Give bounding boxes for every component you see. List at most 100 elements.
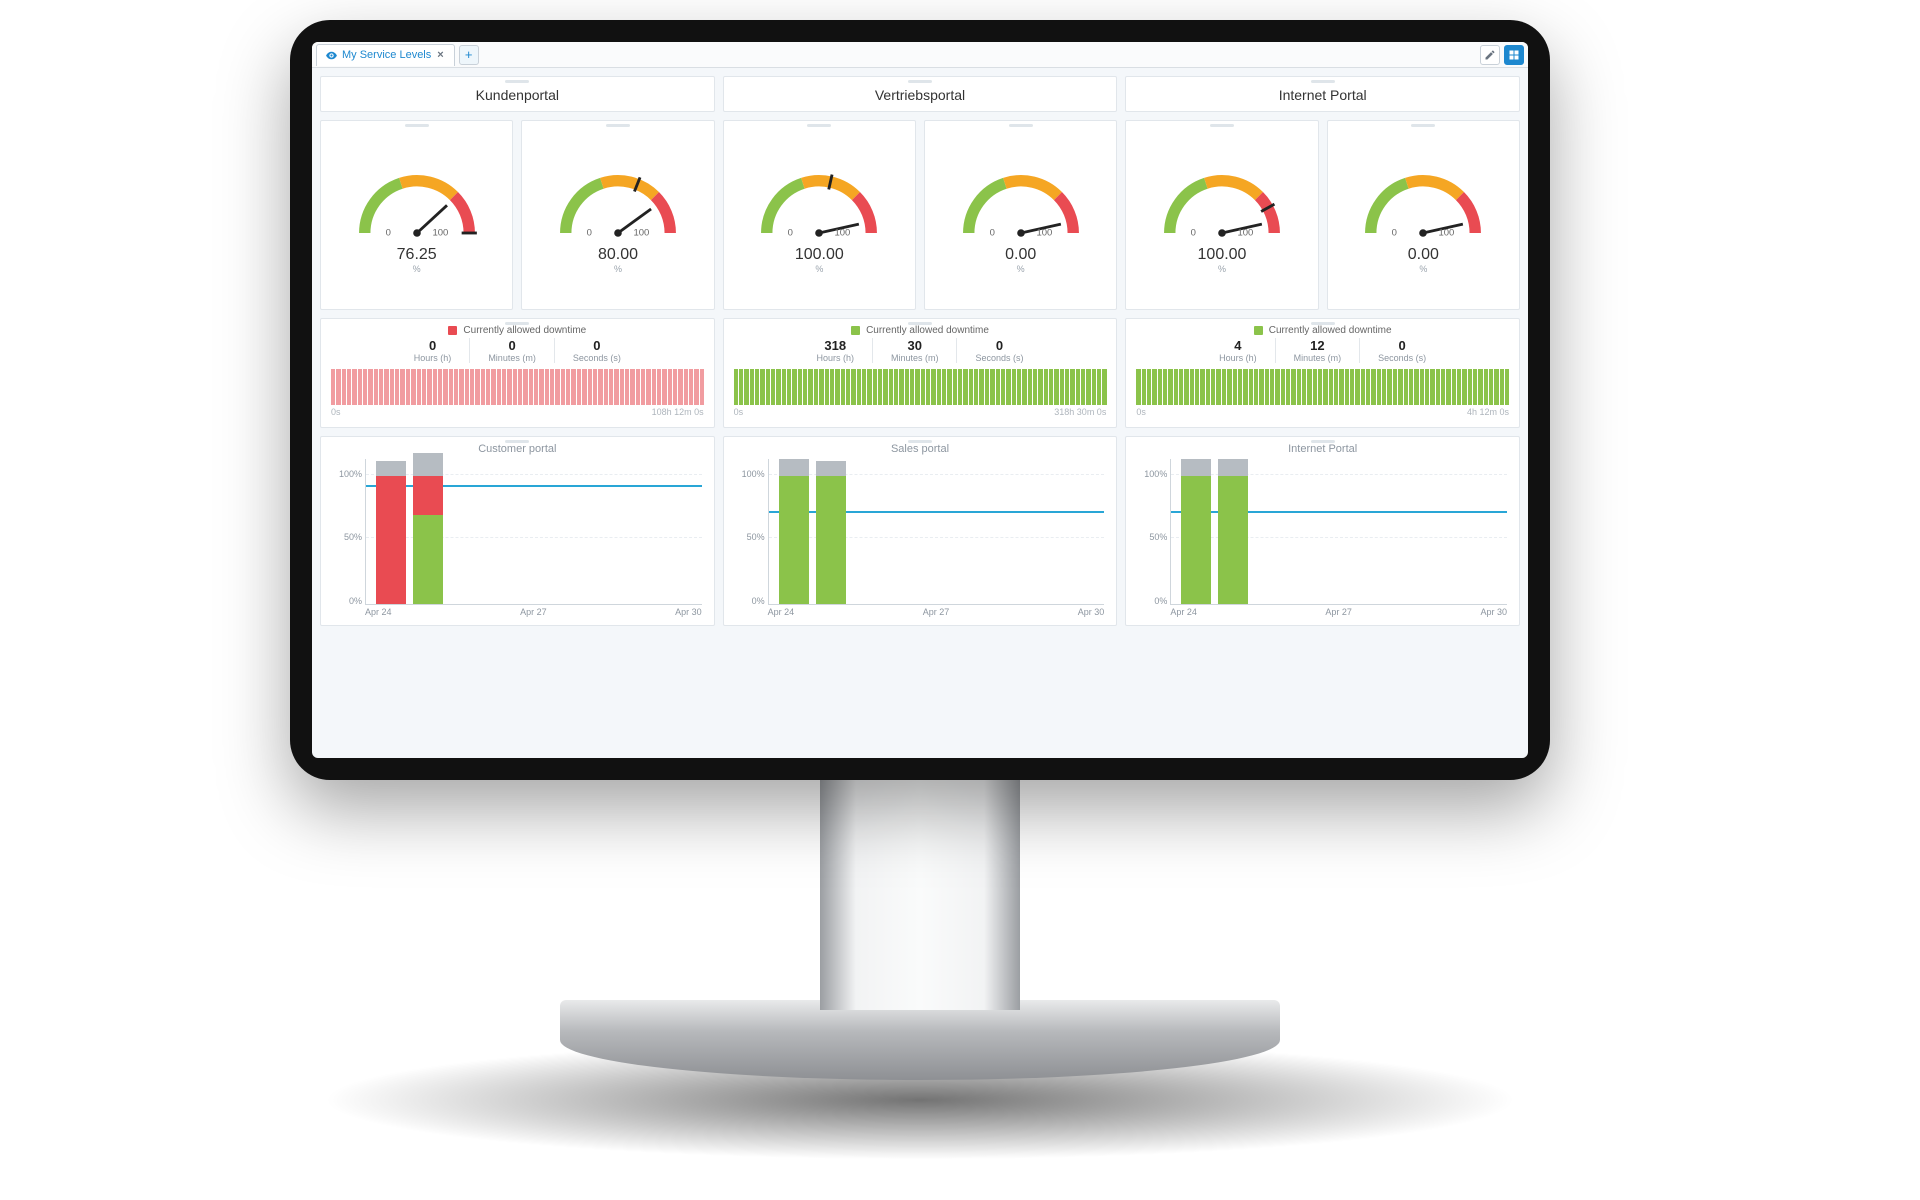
section-title-panel: Vertriebsportal bbox=[723, 76, 1118, 112]
layout-button[interactable] bbox=[1504, 45, 1524, 65]
add-tab-button[interactable]: + bbox=[459, 45, 479, 65]
downtime-counters: 0Hours (h) 0Minutes (m) 0Seconds (s) bbox=[331, 338, 704, 363]
bars-layer bbox=[366, 459, 702, 604]
drag-handle[interactable] bbox=[505, 80, 529, 83]
drag-handle[interactable] bbox=[505, 322, 529, 325]
downtime-bar bbox=[1086, 369, 1090, 405]
downtime-bar bbox=[384, 369, 388, 405]
downtime-bar bbox=[518, 369, 522, 405]
bar-segment bbox=[413, 476, 443, 514]
downtime-bar bbox=[363, 369, 367, 405]
y-tick-label: 50% bbox=[735, 532, 765, 542]
svg-text:100: 100 bbox=[835, 227, 851, 238]
downtime-bar bbox=[604, 369, 608, 405]
downtime-bar bbox=[379, 369, 383, 405]
downtime-scale: 0s4h 12m 0s bbox=[1136, 407, 1509, 417]
tab-bar: My Service Levels × + bbox=[312, 42, 1528, 68]
drag-handle[interactable] bbox=[1311, 440, 1335, 443]
downtime-bar bbox=[1281, 369, 1285, 405]
downtime-bar bbox=[1022, 369, 1026, 405]
downtime-bar bbox=[830, 369, 834, 405]
downtime-bar bbox=[438, 369, 442, 405]
downtime-bar bbox=[776, 369, 780, 405]
drag-handle[interactable] bbox=[908, 440, 932, 443]
gauge-card: 0 100 100.00 % bbox=[723, 120, 916, 310]
downtime-bar bbox=[921, 369, 925, 405]
downtime-bar bbox=[427, 369, 431, 405]
downtime-bar bbox=[974, 369, 978, 405]
chart-title: Customer portal bbox=[333, 443, 702, 455]
downtime-bar bbox=[646, 369, 650, 405]
downtime-bar bbox=[873, 369, 877, 405]
downtime-bar bbox=[1484, 369, 1488, 405]
downtime-bar bbox=[1393, 369, 1397, 405]
downtime-bar bbox=[910, 369, 914, 405]
bar-segment bbox=[779, 476, 809, 604]
downtime-bar bbox=[652, 369, 656, 405]
downtime-bar bbox=[1291, 369, 1295, 405]
gauge-card: 0 100 100.00 % bbox=[1125, 120, 1318, 310]
downtime-bar bbox=[598, 369, 602, 405]
chart-panel: Sales portal 100%50%0% Apr 24Apr 27Apr 3… bbox=[723, 436, 1118, 626]
gauge-unit: % bbox=[614, 264, 622, 274]
downtime-counters: 318Hours (h) 30Minutes (m) 0Seconds (s) bbox=[734, 338, 1107, 363]
drag-handle[interactable] bbox=[1311, 322, 1335, 325]
downtime-bar bbox=[700, 369, 704, 405]
drag-handle[interactable] bbox=[1311, 80, 1335, 83]
downtime-bar bbox=[883, 369, 887, 405]
edit-button[interactable] bbox=[1480, 45, 1500, 65]
counter-hours: 0Hours (h) bbox=[396, 338, 471, 363]
downtime-bar bbox=[566, 369, 570, 405]
downtime-bar bbox=[1017, 369, 1021, 405]
downtime-bar bbox=[1012, 369, 1016, 405]
drag-handle[interactable] bbox=[1411, 124, 1435, 127]
drag-handle[interactable] bbox=[908, 80, 932, 83]
downtime-bar bbox=[609, 369, 613, 405]
drag-handle[interactable] bbox=[1210, 124, 1234, 127]
drag-handle[interactable] bbox=[405, 124, 429, 127]
pencil-icon bbox=[1484, 49, 1496, 61]
bar-segment bbox=[413, 515, 443, 604]
downtime-bar bbox=[1457, 369, 1461, 405]
counter-seconds: 0Seconds (s) bbox=[957, 338, 1041, 363]
downtime-bar bbox=[734, 369, 738, 405]
downtime-bar bbox=[894, 369, 898, 405]
gauge-chart: 0 100 bbox=[543, 157, 693, 252]
bar-segment bbox=[413, 453, 443, 476]
downtime-bar bbox=[1044, 369, 1048, 405]
downtime-bar bbox=[739, 369, 743, 405]
chart-panel: Customer portal 100%50%0% Apr 24Apr 27Ap… bbox=[320, 436, 715, 626]
svg-text:100: 100 bbox=[633, 227, 649, 238]
downtime-bar bbox=[942, 369, 946, 405]
drag-handle[interactable] bbox=[606, 124, 630, 127]
downtime-bar bbox=[889, 369, 893, 405]
drag-handle[interactable] bbox=[908, 322, 932, 325]
downtime-bar bbox=[550, 369, 554, 405]
close-icon[interactable]: × bbox=[435, 49, 445, 61]
downtime-bar bbox=[1398, 369, 1402, 405]
downtime-bar bbox=[1505, 369, 1509, 405]
downtime-bar bbox=[1473, 369, 1477, 405]
tab-service-levels[interactable]: My Service Levels × bbox=[316, 44, 455, 66]
downtime-scale: 0s318h 30m 0s bbox=[734, 407, 1107, 417]
bar-segment bbox=[376, 476, 406, 604]
drag-handle[interactable] bbox=[505, 440, 529, 443]
drag-handle[interactable] bbox=[807, 124, 831, 127]
downtime-bar bbox=[342, 369, 346, 405]
downtime-bar bbox=[1494, 369, 1498, 405]
downtime-bar bbox=[1049, 369, 1053, 405]
downtime-bar bbox=[1452, 369, 1456, 405]
svg-text:100: 100 bbox=[1237, 227, 1253, 238]
drag-handle[interactable] bbox=[1009, 124, 1033, 127]
counter-seconds: 0Seconds (s) bbox=[555, 338, 639, 363]
downtime-bar bbox=[782, 369, 786, 405]
downtime-bar bbox=[449, 369, 453, 405]
svg-text:0: 0 bbox=[385, 227, 390, 238]
gauge-value: 100.00 bbox=[1198, 246, 1247, 264]
downtime-bar bbox=[1174, 369, 1178, 405]
downtime-bar bbox=[486, 369, 490, 405]
downtime-bar bbox=[459, 369, 463, 405]
downtime-bar bbox=[588, 369, 592, 405]
svg-text:0: 0 bbox=[788, 227, 793, 238]
x-tick-label: Apr 27 bbox=[520, 607, 547, 617]
